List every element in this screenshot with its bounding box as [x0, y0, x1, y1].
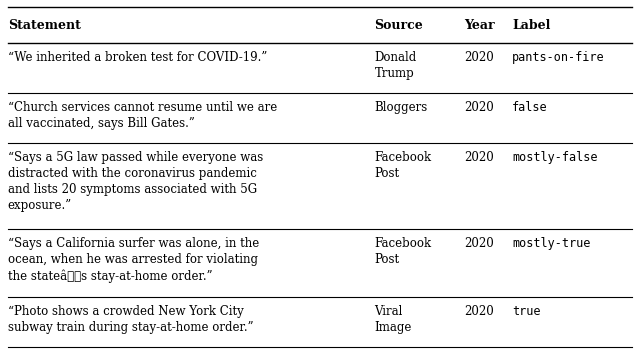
Text: Label: Label: [512, 19, 550, 32]
Text: false: false: [512, 101, 548, 114]
Text: Viral
Image: Viral Image: [374, 305, 412, 334]
Text: mostly-false: mostly-false: [512, 151, 598, 164]
Text: Source: Source: [374, 19, 423, 32]
Text: 2020: 2020: [464, 305, 493, 318]
Text: Facebook
Post: Facebook Post: [374, 151, 431, 180]
Text: Facebook
Post: Facebook Post: [374, 237, 431, 266]
Text: 2020: 2020: [464, 237, 493, 250]
Text: Year: Year: [464, 19, 495, 32]
Text: Bloggers: Bloggers: [374, 101, 428, 114]
Text: “Says a 5G law passed while everyone was
distracted with the coronavirus pandemi: “Says a 5G law passed while everyone was…: [8, 151, 263, 212]
Text: Statement: Statement: [8, 19, 81, 32]
Text: 2020: 2020: [464, 151, 493, 164]
Text: “Says a California surfer was alone, in the
ocean, when he was arrested for viol: “Says a California surfer was alone, in …: [8, 237, 259, 282]
Text: “We inherited a broken test for COVID-19.”: “We inherited a broken test for COVID-19…: [8, 51, 267, 64]
Text: mostly-true: mostly-true: [512, 237, 590, 250]
Text: 2020: 2020: [464, 101, 493, 114]
Text: true: true: [512, 305, 541, 318]
Text: “Photo shows a crowded New York City
subway train during stay-at-home order.”: “Photo shows a crowded New York City sub…: [8, 305, 253, 334]
Text: “Church services cannot resume until we are
all vaccinated, says Bill Gates.”: “Church services cannot resume until we …: [8, 101, 277, 130]
Text: 2020: 2020: [464, 51, 493, 64]
Text: pants-on-fire: pants-on-fire: [512, 51, 605, 64]
Text: Donald
Trump: Donald Trump: [374, 51, 417, 80]
